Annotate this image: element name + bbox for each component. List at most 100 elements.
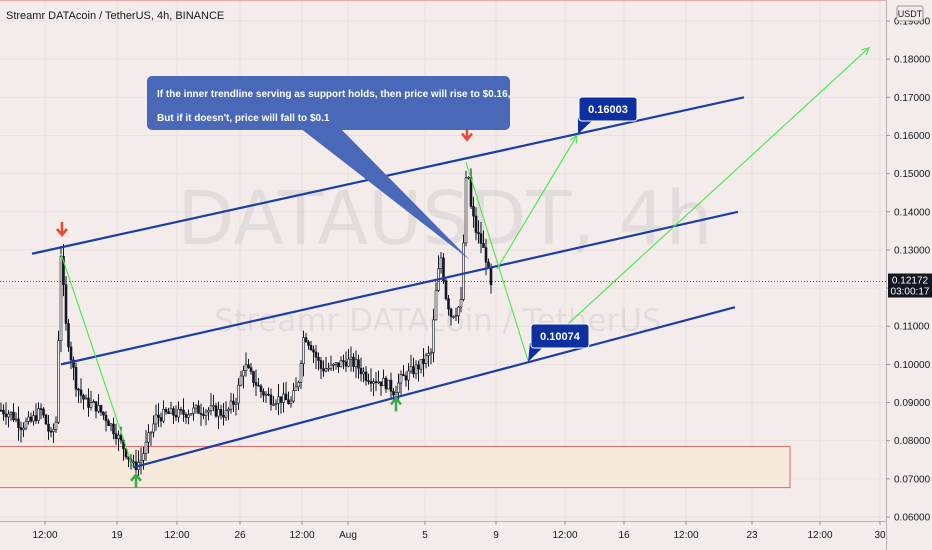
candle-body: [47, 423, 50, 432]
time-axis[interactable]: 12:00 19 12:00 26 12:00 Aug 5 9 12:00 16 12:00 23 12…: [0, 521, 886, 541]
candle-body: [457, 306, 460, 316]
candle-body: [52, 428, 55, 432]
candle: [299, 360, 303, 389]
price-tick-label: 0.19000: [894, 17, 931, 28]
candle-body: [244, 364, 248, 371]
time-tick-label: 19: [111, 530, 123, 541]
candle-body: [387, 379, 390, 390]
candle: [452, 315, 455, 319]
candle-body: [229, 400, 233, 410]
buy-arrow-head: [130, 472, 142, 482]
candle: [12, 403, 15, 422]
target-tag-up[interactable]: 0.16003: [578, 96, 638, 134]
projections: [60, 46, 870, 468]
candle-body: [17, 418, 20, 429]
price-tick-label: 0.07000: [894, 474, 931, 485]
time-tick-label: 23: [746, 530, 758, 541]
candle: [89, 390, 93, 411]
candle-body: [104, 414, 108, 422]
watermark-symbol: DATAUSDT, 4h: [178, 176, 713, 262]
candle: [304, 332, 308, 343]
candle: [329, 355, 333, 371]
candle: [24, 417, 28, 431]
candle-body: [94, 401, 98, 412]
candle: [324, 357, 328, 373]
candle: [22, 422, 25, 438]
candle: [252, 370, 255, 388]
candle: [257, 377, 260, 387]
candle-body: [374, 381, 378, 383]
candle-body: [69, 346, 73, 361]
candle-body: [407, 370, 410, 381]
candle-body: [482, 243, 485, 248]
candle: [344, 351, 348, 372]
candle: [372, 378, 375, 397]
candle-body: [327, 367, 330, 370]
candle: [107, 418, 110, 427]
price-tick-label: 0.10000: [894, 360, 931, 371]
price-tick-label: 0.13000: [894, 245, 931, 256]
candle: [32, 410, 35, 426]
candle: [457, 305, 460, 324]
candle-body: [152, 423, 155, 433]
candle: [247, 358, 250, 369]
candle-body: [222, 414, 225, 418]
candle: [364, 365, 368, 386]
last-price-box: [888, 273, 932, 298]
candle: [432, 308, 435, 363]
candle-body: [384, 377, 388, 390]
candle: [144, 429, 148, 461]
candle: [389, 372, 393, 400]
buy-arrow-head: [390, 396, 402, 406]
candle-body: [157, 414, 160, 418]
candle-body: [259, 385, 263, 392]
candle-body: [24, 421, 28, 429]
candle: [379, 381, 383, 396]
candle: [459, 286, 463, 313]
candle-body: [159, 417, 163, 422]
candle-body: [132, 461, 135, 464]
candle: [4, 402, 8, 425]
candle: [332, 362, 335, 372]
target-tag-up-box: [578, 96, 638, 122]
candle: [9, 411, 13, 421]
candle-body: [227, 408, 230, 411]
buy-arrow-icon: [130, 472, 142, 488]
price-axis[interactable]: 0.19000 0.18000 0.17000 0.16000 0.15000 0.140…: [886, 0, 932, 550]
time-tick-label: 26: [234, 530, 246, 541]
candle-body: [112, 423, 115, 435]
candle-body: [364, 371, 368, 381]
candle: [29, 412, 33, 424]
candle-body: [349, 356, 353, 360]
candle-body: [92, 401, 95, 403]
candle: [462, 234, 465, 302]
candle-body: [49, 430, 53, 433]
target-tag-down[interactable]: 0.10074: [528, 323, 590, 362]
candle: [479, 222, 483, 254]
candle: [44, 413, 48, 425]
candle: [14, 412, 18, 423]
candle: [49, 426, 53, 438]
candle-body: [147, 432, 150, 443]
candle-body: [114, 433, 118, 439]
candle: [419, 358, 423, 374]
candle-body: [59, 256, 63, 341]
candle-body: [269, 394, 273, 405]
candle: [264, 391, 268, 404]
candle: [99, 404, 103, 416]
candle: [244, 352, 248, 377]
annotation-line-2: But if it doesn't, price will fall to $0…: [157, 113, 330, 124]
candle: [337, 362, 340, 373]
candles: [0, 168, 493, 479]
candle-body: [472, 206, 475, 217]
currency-badge[interactable]: USDT: [896, 5, 924, 22]
candle: [422, 348, 425, 377]
candle-body: [139, 459, 143, 463]
candle-body: [272, 404, 275, 406]
candle-body: [109, 423, 113, 427]
candle-body: [442, 257, 445, 281]
annotation-callout[interactable]: If the inner trendline serving as suppor…: [147, 76, 511, 260]
candle-body: [54, 421, 58, 430]
